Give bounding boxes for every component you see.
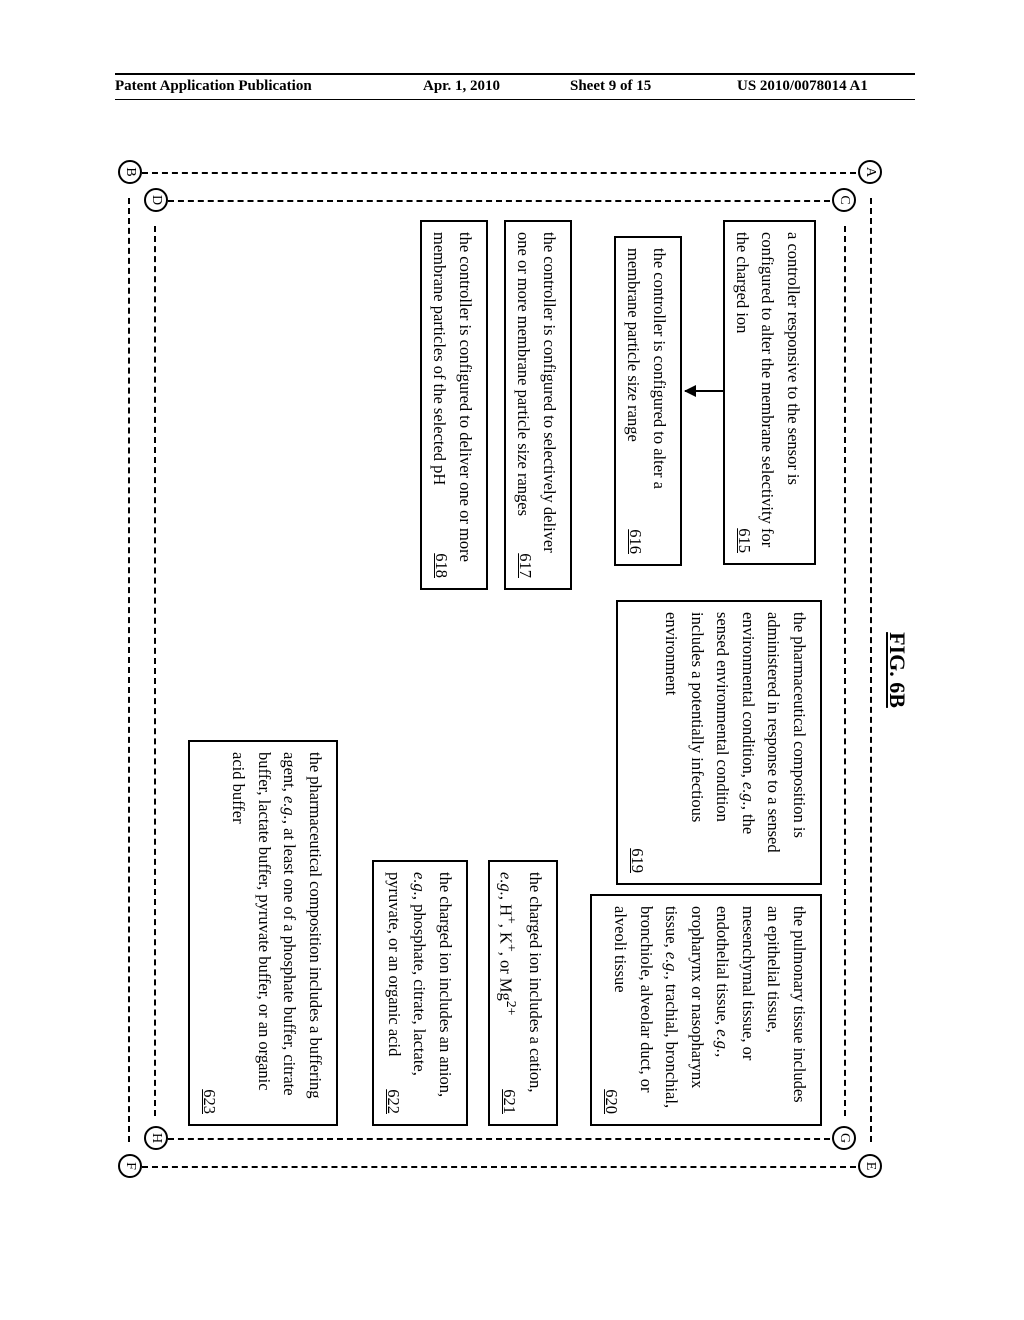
page-header: Patent Application Publication Apr. 1, 2… [0, 73, 1024, 103]
box-618-ref: 618 [428, 553, 454, 578]
corner-A: A [858, 160, 882, 184]
box-615-ref: 615 [731, 528, 757, 553]
box-615: a controller responsive to the sensor is… [723, 220, 816, 565]
box-622: the charged ion includes an anion, e.g.,… [372, 860, 468, 1126]
box-616-ref: 616 [622, 529, 648, 554]
box-621-ref: 621 [496, 1089, 522, 1114]
outer-frame-top [868, 198, 872, 1142]
inner-frame-bottom [152, 226, 156, 1116]
box-619-ref: 619 [624, 848, 650, 873]
box-623: the pharmaceutical composition includes … [188, 740, 338, 1126]
figure-canvas: FIG. 6B A B C D E F G H a controller res… [120, 170, 910, 1170]
box-617: the controller is configured to selectiv… [504, 220, 572, 590]
box-621-pre: the charged ion includes a cation, [526, 872, 545, 1093]
outer-frame-right [142, 1166, 856, 1168]
box-622-text: the charged ion includes an anion, e.g.,… [381, 872, 458, 1114]
box-616: the controller is configured to alter a … [614, 236, 682, 566]
box-621-k: , K [497, 924, 516, 944]
corner-B: B [118, 160, 142, 184]
corner-G: G [832, 1126, 856, 1150]
box-622-ref: 622 [380, 1089, 406, 1114]
box-620-eg1: e.g. [713, 1029, 732, 1053]
box-622-pre: the charged ion includes an anion, [436, 872, 455, 1097]
header-date: Apr. 1, 2010 [423, 78, 500, 95]
header-sheet: Sheet 9 of 15 [570, 78, 651, 95]
inner-frame-left [168, 200, 830, 202]
inner-frame-right [168, 1138, 830, 1140]
box-620-text: the pulmonary tissue includes an epithel… [608, 906, 813, 1114]
box-619-eg: e.g. [739, 782, 758, 806]
inner-frame-top [842, 226, 846, 1116]
corner-F: F [118, 1154, 142, 1178]
box-621: the charged ion includes a cation, e.g.,… [488, 860, 558, 1126]
box-623-text: the pharmaceutical composition includes … [226, 752, 328, 1114]
box-618-text: the controller is configured to deliver … [427, 232, 478, 578]
box-619-text: the pharmaceutical composition is admini… [659, 612, 812, 873]
header-rule-bottom [115, 99, 915, 100]
box-621-mg: , or Mg [497, 952, 516, 1001]
box-621-eg: e.g. [497, 872, 516, 896]
box-620: the pulmonary tissue includes an epithel… [590, 894, 822, 1126]
header-patent-number: US 2010/0078014 A1 [737, 78, 868, 95]
box-617-ref: 617 [512, 553, 538, 578]
box-621-text: the charged ion includes a cation, e.g.,… [493, 872, 548, 1114]
box-616-text: the controller is configured to alter a … [621, 248, 672, 554]
box-623-eg: e.g. [280, 796, 299, 820]
corner-C: C [832, 188, 856, 212]
corner-D: D [144, 188, 168, 212]
box-620-eg2: e.g. [662, 952, 681, 976]
box-620-ref: 620 [598, 1089, 624, 1114]
box-623-ref: 623 [196, 1089, 222, 1114]
box-620-pre: the pulmonary tissue includes an epithel… [713, 906, 809, 1103]
corner-H: H [144, 1126, 168, 1150]
box-622-post: , phosphate, citrate, lactate, pyruvate,… [385, 872, 430, 1076]
arrow-615-616 [685, 390, 723, 392]
box-619: the pharmaceutical composition is admini… [616, 600, 822, 885]
box-618: the controller is configured to deliver … [420, 220, 488, 590]
outer-frame-bottom [126, 198, 130, 1142]
corner-E: E [858, 1154, 882, 1178]
box-615-text: a controller responsive to the sensor is… [729, 232, 806, 553]
box-622-eg: e.g. [410, 872, 429, 896]
header-rule-top [115, 73, 915, 75]
outer-frame-left [142, 172, 856, 174]
box-621-h: , H [497, 896, 516, 916]
header-publication: Patent Application Publication [115, 78, 312, 95]
box-617-text: the controller is configured to selectiv… [511, 232, 562, 578]
figure-title: FIG. 6B [884, 170, 910, 1170]
